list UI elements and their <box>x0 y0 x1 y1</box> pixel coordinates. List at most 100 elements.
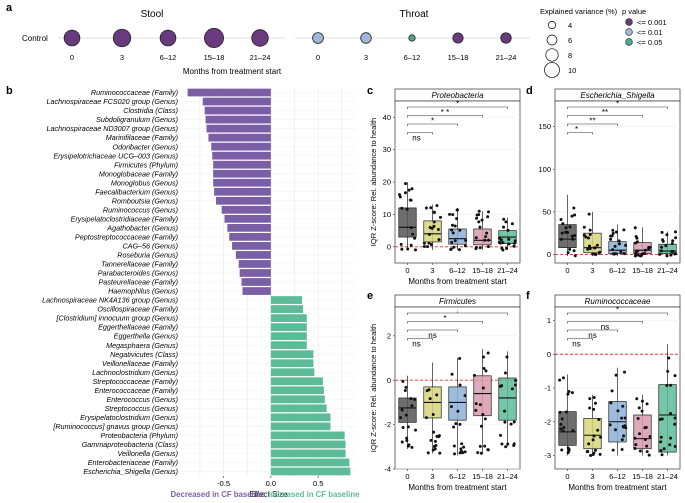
data-point <box>450 223 454 227</box>
data-point <box>559 427 563 431</box>
effect-bar <box>270 368 315 377</box>
throat-tick-label: 0 <box>316 53 320 62</box>
data-point <box>609 237 613 241</box>
data-point <box>486 245 490 249</box>
data-point <box>561 222 565 226</box>
taxon-label: Enterobacteriaceae (Family) <box>88 458 178 467</box>
taxon-label: Roseburia (Genus) <box>117 251 178 260</box>
box <box>558 224 577 249</box>
data-point <box>454 422 458 426</box>
taxon-label: Ruminococcus (Genus) <box>103 205 178 214</box>
data-point <box>558 378 562 382</box>
data-point <box>477 220 481 224</box>
data-point <box>510 387 514 391</box>
data-point <box>673 422 677 426</box>
y-axis-label: IQR Z-score: Rel. abundance to health <box>369 118 378 246</box>
taxon-label: Peptostreptococcaceae (Family) <box>75 232 178 241</box>
data-point <box>620 416 624 420</box>
x-tick-label: 21–24 <box>657 472 678 481</box>
data-point <box>483 444 487 448</box>
data-point <box>636 249 640 253</box>
stool-tick-label: 6–12 <box>160 53 177 62</box>
stool-tick-label: 15–18 <box>204 53 225 62</box>
data-point <box>422 241 426 245</box>
data-point <box>486 215 490 219</box>
data-point <box>593 253 597 257</box>
sig-bracket <box>407 312 508 315</box>
data-point <box>438 451 442 455</box>
sig-bracket <box>407 123 458 126</box>
data-point <box>401 379 405 383</box>
x-tick-label: 0.5 <box>313 479 323 488</box>
data-point <box>673 230 677 234</box>
data-point <box>589 453 593 457</box>
data-point <box>512 443 516 447</box>
data-point <box>433 447 437 451</box>
data-point <box>456 409 460 413</box>
size-legend-circle <box>546 34 558 46</box>
data-point <box>588 232 592 236</box>
data-point <box>645 402 649 406</box>
data-point <box>407 443 411 447</box>
panel-a-xlabel: Months from treatment start <box>183 67 282 76</box>
x-tick-label: 21–24 <box>657 266 678 275</box>
stool-title: Stool <box>141 9 164 20</box>
data-point <box>640 399 644 403</box>
data-point <box>432 444 436 448</box>
data-point <box>633 226 637 230</box>
data-point <box>463 244 467 248</box>
facet-title: Proteobacteria <box>431 91 484 100</box>
throat-point <box>452 32 464 44</box>
stool-point <box>112 28 132 48</box>
sig-label: * <box>456 100 459 109</box>
effect-bar <box>224 214 271 223</box>
data-point <box>474 402 478 406</box>
panel-letter-c: c <box>367 85 373 97</box>
data-point <box>455 208 459 212</box>
taxon-label: [Clostridium] innocuum group (Genus) <box>56 314 178 323</box>
data-point <box>472 373 476 377</box>
data-point <box>406 247 410 251</box>
stool-point <box>159 29 177 47</box>
size-legend-title: Explained variance (%) <box>540 7 618 16</box>
data-point <box>559 217 563 221</box>
effect-bar <box>270 449 346 458</box>
data-point <box>671 239 675 243</box>
data-point <box>427 388 431 392</box>
data-point <box>497 236 501 240</box>
data-point <box>458 422 462 426</box>
data-point <box>474 236 478 240</box>
data-point <box>659 440 663 444</box>
panel-d: Escherichia_Shigella 0 50 100 150 0 3 6–12 15–18… <box>538 88 681 275</box>
sig-bracket <box>407 338 433 341</box>
sig-bracket <box>567 312 668 315</box>
data-point <box>616 409 620 413</box>
effect-bar <box>241 278 271 286</box>
effect-bar <box>213 160 271 169</box>
data-point <box>592 451 596 455</box>
effect-bar <box>270 422 331 431</box>
size-legend-circle <box>544 62 560 78</box>
x-axis-label: Effect Size <box>249 490 288 499</box>
facet-title: Escherichia_Shigella <box>580 91 655 100</box>
data-point <box>458 451 462 455</box>
data-point <box>638 432 642 436</box>
taxon-label: Parabacteroides (Genus) <box>98 269 178 278</box>
sig-label: * * <box>441 108 449 117</box>
data-point <box>659 435 663 439</box>
data-point <box>665 383 669 387</box>
data-point <box>567 390 571 394</box>
x-tick-label: 3 <box>430 472 434 481</box>
data-point <box>609 234 613 238</box>
data-point <box>432 224 436 228</box>
x-tick-label: 21–24 <box>497 472 518 481</box>
sig-bracket <box>567 123 618 126</box>
effect-bar <box>216 196 271 205</box>
data-point <box>647 247 651 251</box>
data-point <box>669 436 673 440</box>
panel-letter-d: d <box>526 85 533 97</box>
data-point <box>670 242 674 246</box>
data-point <box>478 444 482 448</box>
data-point <box>572 249 576 253</box>
data-point <box>613 428 617 432</box>
